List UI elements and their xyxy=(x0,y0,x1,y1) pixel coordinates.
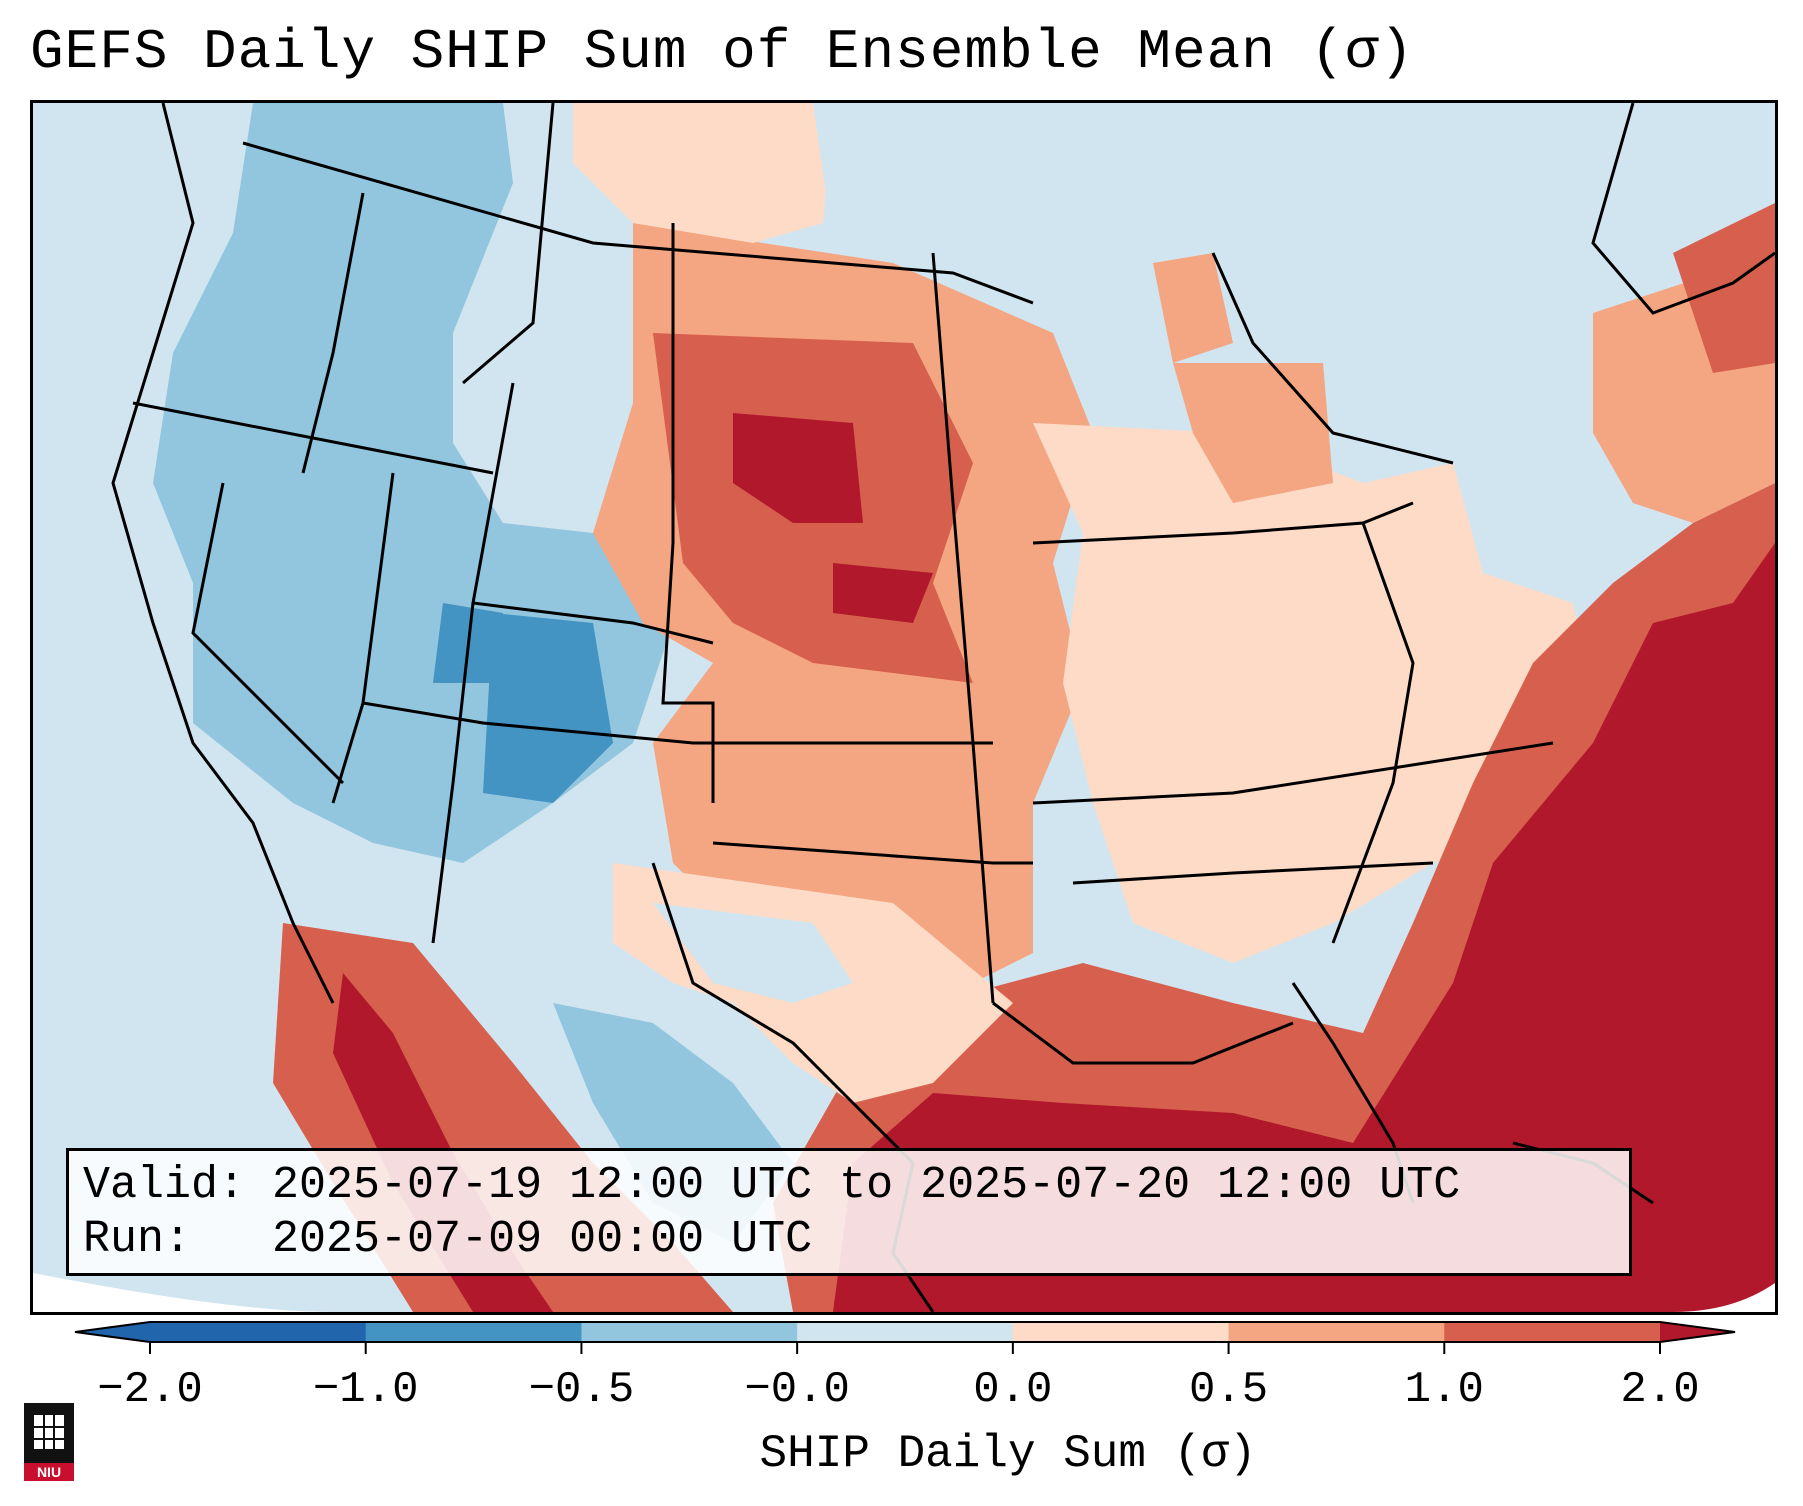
colorbar-bin xyxy=(150,1322,367,1342)
anomaly-region-manitoba xyxy=(813,103,953,243)
colorbar-extend-max xyxy=(1660,1322,1735,1342)
border-midwest-east xyxy=(1032,501,1414,545)
colorbar-label: SHIP Daily Sum (σ) xyxy=(759,1428,1257,1480)
border-mt xyxy=(462,103,555,385)
border-east-coast xyxy=(1331,522,1415,944)
anomaly-region-atlantic-gulf xyxy=(833,543,1775,1312)
border-great-lakes xyxy=(1211,252,1454,465)
anomaly-region-midwest xyxy=(1033,423,1593,963)
anomaly-region-canada-prairie xyxy=(573,103,833,243)
border-az-nm xyxy=(431,602,475,944)
colorbar-tick-label: 0.0 xyxy=(973,1365,1053,1415)
chart-title: GEFS Daily SHIP Sum of Ensemble Mean (σ) xyxy=(30,20,1415,84)
border-ks-ok xyxy=(362,701,993,745)
anomaly-region-ne-core xyxy=(833,563,933,623)
domain-edge-left xyxy=(33,1273,333,1312)
border-gulf-coast xyxy=(992,1001,1294,1065)
colorbar-bin xyxy=(1228,1322,1445,1342)
colorbar-bin xyxy=(581,1322,798,1342)
border-ms-al-ga xyxy=(1072,861,1434,885)
run-line: Run: 2025-07-09 00:00 UTC xyxy=(83,1214,813,1265)
colorbar-tick-label: 1.0 xyxy=(1404,1365,1484,1415)
anomaly-region-maine xyxy=(1673,203,1775,373)
border-northeast-canada xyxy=(1591,103,1775,315)
border-mn-ia-mo xyxy=(931,252,995,1004)
colorbar-extend-min xyxy=(75,1322,150,1342)
domain-edge-right xyxy=(1673,1283,1775,1312)
colorbar-tick-label: −1.0 xyxy=(312,1365,419,1415)
border-tn-kyva xyxy=(1032,741,1554,805)
ship-map xyxy=(33,103,1775,1312)
anomaly-region-great-lakes xyxy=(1173,363,1333,503)
border-wa-id xyxy=(301,192,365,474)
map-panel xyxy=(30,100,1778,1315)
anomaly-region-sierra-madre xyxy=(333,973,553,1312)
logo-text: NIU xyxy=(37,1464,61,1480)
colorbar-tick-label: −2.0 xyxy=(97,1365,203,1415)
anomaly-region-w-texas xyxy=(653,903,853,1003)
niu-logo: NIU xyxy=(24,1403,74,1481)
border-dakotas xyxy=(661,223,715,803)
colorbar-bin xyxy=(365,1322,582,1342)
state-borders xyxy=(111,103,1775,1312)
anomaly-region-colorado xyxy=(483,613,613,803)
colorbar-bin xyxy=(1444,1322,1661,1342)
border-west-coast xyxy=(111,103,335,1004)
colorbar-tick-label: −0.5 xyxy=(528,1365,635,1415)
border-wy-co xyxy=(471,382,714,645)
border-tx-mx xyxy=(651,862,915,1165)
border-us-canada xyxy=(242,141,1034,305)
colorbar-bin xyxy=(1012,1322,1230,1342)
colorbar-tick-label: 0.5 xyxy=(1188,1365,1269,1415)
colorbar-tick-label: 2.0 xyxy=(1620,1365,1700,1415)
colorbar-tick-label: −0.0 xyxy=(744,1365,850,1415)
border-nv-ca xyxy=(191,482,345,785)
valid-line: Valid: 2025-07-19 12:00 UTC to 2025-07-2… xyxy=(83,1160,1461,1211)
info-box: Valid: 2025-07-19 12:00 UTC to 2025-07-2… xyxy=(66,1148,1632,1276)
anomaly-region-superior xyxy=(1153,253,1233,363)
colorbar-bin xyxy=(797,1322,1014,1342)
anomaly-region-sd-core xyxy=(733,413,863,523)
colorbar xyxy=(74,1321,1736,1354)
border-ok-tx xyxy=(712,841,1033,865)
